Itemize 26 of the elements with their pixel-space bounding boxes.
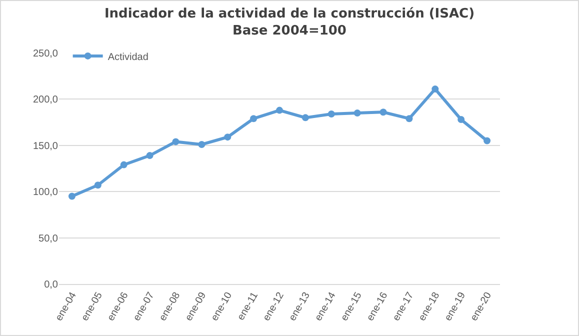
point (224, 134, 232, 141)
point (120, 161, 128, 168)
point (458, 116, 465, 124)
point (302, 114, 309, 122)
point (94, 182, 102, 189)
y-tick-label: 100,0 (32, 187, 58, 198)
y-tick-label: 0,0 (44, 280, 58, 290)
point (380, 108, 387, 116)
y-tick-label: 200,0 (32, 94, 58, 106)
y-tick-label: 250,0 (32, 48, 58, 60)
point (172, 138, 180, 146)
point (432, 86, 439, 93)
legend-label: Actividad (108, 52, 148, 63)
y-tick-label: 150,0 (32, 140, 58, 152)
point (68, 192, 76, 200)
chart-subtitle: Base 2004=100 (232, 24, 346, 39)
point (328, 110, 335, 118)
y-tick-label: 50,0 (38, 233, 58, 244)
point (146, 152, 154, 160)
chart-title: Indicador de la actividad de la construcción (ISAC) (104, 6, 475, 22)
point (250, 115, 258, 122)
point (354, 110, 361, 117)
point (484, 137, 491, 144)
point (276, 106, 283, 114)
point (198, 140, 206, 148)
point (406, 115, 413, 122)
